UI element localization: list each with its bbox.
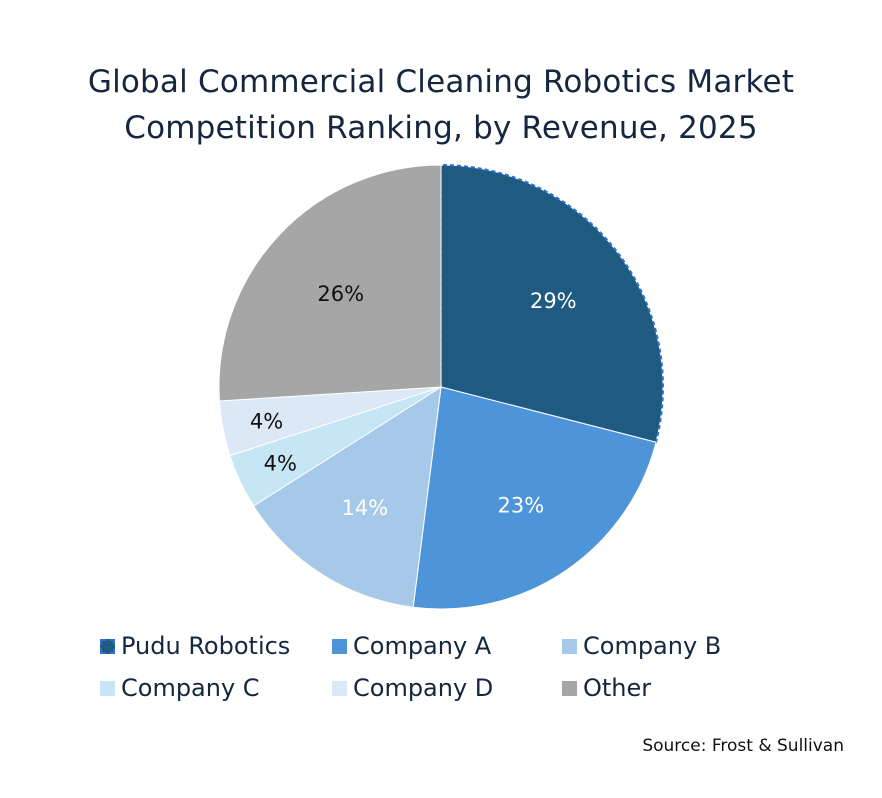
legend-swatch bbox=[332, 638, 347, 654]
data-label-company-d: 4% bbox=[250, 409, 283, 433]
legend: Pudu Robotics Company A Company B Company C… bbox=[100, 628, 800, 728]
legend-label: Pudu Robotics bbox=[121, 632, 291, 660]
selected-slice-outline bbox=[440, 163, 664, 444]
legend-swatch bbox=[100, 680, 115, 696]
data-label-pudu-robotics: 29% bbox=[530, 289, 577, 313]
data-label-company-b: 14% bbox=[342, 496, 389, 520]
pie-data-labels: 29% 23% 14% 4% 4% 26% bbox=[250, 282, 577, 520]
legend-label: Other bbox=[583, 674, 652, 702]
legend-label: Company A bbox=[353, 632, 492, 660]
chart-title-line-2: Competition Ranking, by Revenue, 2025 bbox=[124, 110, 758, 146]
chart-title-line-1: Global Commercial Cleaning Robotics Mark… bbox=[87, 64, 795, 100]
legend-label: Company B bbox=[583, 632, 722, 660]
pie-slices bbox=[218, 163, 664, 610]
legend-swatch bbox=[332, 680, 347, 696]
data-label-company-a: 23% bbox=[498, 494, 545, 518]
legend-item-other: Other bbox=[562, 670, 651, 706]
legend-item-company-d: Company D bbox=[332, 670, 493, 706]
legend-label: Company C bbox=[121, 674, 260, 702]
data-label-company-c: 4% bbox=[264, 452, 297, 476]
source-note: Source: Frost & Sullivan bbox=[642, 736, 844, 756]
legend-label: Company D bbox=[353, 674, 494, 702]
pie-slice-company-b bbox=[252, 386, 442, 608]
legend-item-company-a: Company A bbox=[332, 628, 491, 664]
data-label-other: 26% bbox=[317, 282, 364, 306]
legend-swatch bbox=[100, 638, 115, 654]
legend-swatch bbox=[562, 680, 577, 696]
legend-item-company-b: Company B bbox=[562, 628, 721, 664]
legend-item-company-c: Company C bbox=[100, 670, 260, 706]
legend-item-pudu-robotics: Pudu Robotics bbox=[100, 628, 290, 664]
pie-slice-company-a bbox=[412, 386, 657, 610]
legend-swatch bbox=[562, 638, 577, 654]
pie-slice-other bbox=[218, 164, 442, 402]
